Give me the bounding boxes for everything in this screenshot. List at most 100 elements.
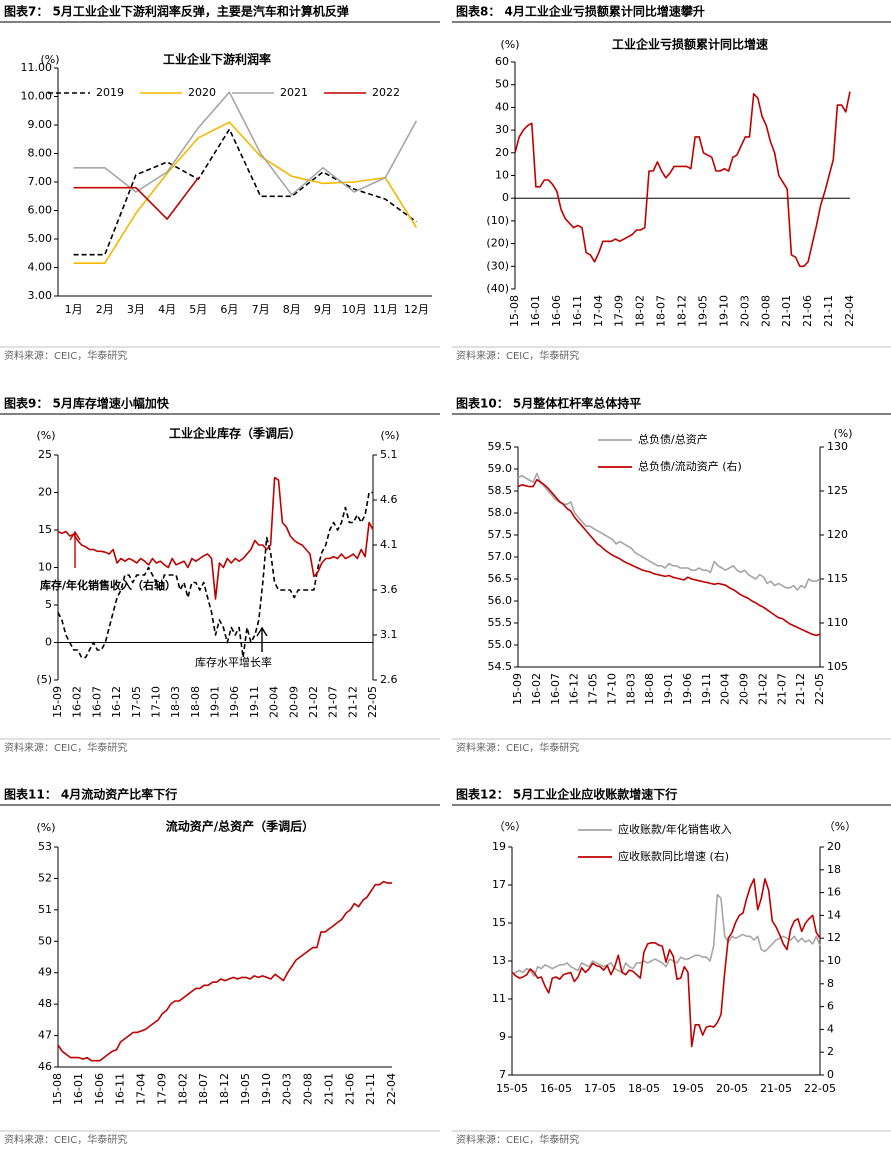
x-tick-label: 19-06: [681, 673, 694, 705]
series-line: [73, 121, 418, 264]
series-annotation: 库存/年化销售收入（右轴）: [40, 578, 176, 592]
x-tick-label: 22-04: [843, 295, 856, 327]
y2-tick-label: 5.1: [380, 448, 398, 461]
x-tick-label: 17-10: [605, 673, 618, 705]
x-tick-label: 21-01: [322, 1073, 335, 1105]
x-tick-label: 18-03: [624, 673, 637, 705]
figure-caption: 图表12： 5月工业企业应收账款增速下行: [456, 787, 677, 802]
y-axis-unit: （%）: [494, 820, 526, 833]
y2-tick-label: 110: [827, 616, 848, 629]
x-tick-label: 20-04: [268, 686, 281, 718]
y2-tick-label: 14: [827, 908, 841, 921]
x-tick-label: 21-05: [760, 1082, 792, 1095]
series-line: [57, 476, 374, 600]
legend-label: 2019: [96, 86, 124, 99]
y2-tick-label: 10: [827, 954, 841, 967]
x-tick-label: 18-02: [176, 1073, 189, 1105]
x-tick-label: 16-12: [568, 673, 581, 705]
figure-caption: 图表7： 5月工业企业下游利润率反弹，主要是汽车和计算机反弹: [4, 4, 349, 19]
x-tick-label: 20-09: [287, 686, 300, 718]
y-tick-label: 59.5: [488, 440, 513, 453]
y-tick-label: 51: [38, 903, 52, 916]
source-note: 资料来源：CEIC，华泰研究: [456, 349, 579, 362]
y-tick-label: (5): [36, 673, 52, 686]
y-tick-label: 11.00: [21, 61, 53, 74]
x-tick-label: 16-01: [72, 1073, 85, 1105]
source-note: 资料来源：CEIC，华泰研究: [4, 741, 127, 754]
x-tick-label: 21-12: [346, 686, 359, 718]
y2-tick-label: 125: [827, 484, 848, 497]
y-tick-label: 20: [38, 486, 52, 499]
y-tick-label: 8.00: [28, 147, 53, 160]
x-tick-label: 22-05: [804, 1082, 836, 1095]
x-tick-label: 17-09: [613, 295, 626, 327]
y-tick-label: 47: [38, 1029, 52, 1042]
series-line: [511, 893, 821, 977]
x-tick-label: 20-08: [302, 1073, 315, 1105]
series-line: [511, 878, 821, 1048]
x-tick-label: 20-03: [281, 1073, 294, 1105]
x-tick-label: 16-11: [571, 295, 584, 327]
source-note: 资料来源：CEIC，华泰研究: [456, 1133, 579, 1146]
x-tick-label: 19-10: [260, 1073, 273, 1105]
x-tick-label: 16-12: [110, 686, 123, 718]
x-tick-label: 20-04: [719, 673, 732, 705]
y-axis-unit: (%): [500, 38, 519, 51]
y-tick-label: 10.00: [21, 90, 53, 103]
x-tick-label: 16-05: [540, 1082, 572, 1095]
legend-label: 应收账款/年化销售收入: [618, 822, 732, 836]
x-tick-label: 17-10: [149, 686, 162, 718]
x-tick-label: 16-01: [529, 295, 542, 327]
y-tick-label: 4.00: [28, 261, 53, 274]
x-tick-label: 22-04: [385, 1073, 398, 1105]
series-line: [57, 491, 373, 659]
figure-caption: 图表8： 4月工业企业亏损额累计同比增速攀升: [456, 4, 705, 19]
y-tick-label: 48: [38, 997, 52, 1010]
x-tick-label: 16-07: [549, 673, 562, 705]
y-tick-label: 56.0: [488, 594, 513, 607]
y-tick-label: 55.0: [488, 638, 513, 651]
x-tick-label: 18-07: [197, 1073, 210, 1105]
x-tick-label: 19-05: [239, 1073, 252, 1105]
legend-label: 总负债/总资产: [638, 432, 708, 446]
y-tick-label: 54.5: [488, 660, 513, 673]
x-tick-label: 22-05: [813, 673, 826, 705]
y-tick-label: 15: [492, 916, 506, 929]
y-tick-label: 50: [38, 934, 52, 947]
legend-label: 应收账款同比增速 (右): [618, 849, 729, 863]
y2-tick-label: 18: [827, 863, 841, 876]
y-tick-label: 10: [495, 169, 509, 182]
series-line: [73, 177, 199, 220]
x-tick-label: 17-05: [584, 1082, 616, 1095]
y2-tick-label: 4.6: [380, 493, 398, 506]
figure-caption: 图表11： 4月流动资产比率下行: [4, 787, 177, 802]
x-tick-label: 21-02: [756, 673, 769, 705]
y-tick-label: (20): [486, 237, 509, 250]
y2-tick-label: 115: [827, 572, 848, 585]
y-axis-unit: (%): [36, 821, 55, 834]
y-tick-label: 40: [495, 100, 509, 113]
y2-tick-label: 130: [827, 440, 848, 453]
y-tick-label: 0: [45, 636, 52, 649]
x-tick-label: 19-05: [696, 295, 709, 327]
x-tick-label: 1月: [65, 303, 83, 316]
y-tick-label: 46: [38, 1060, 52, 1073]
x-tick-label: 18-07: [655, 295, 668, 327]
x-tick-label: 20-05: [716, 1082, 748, 1095]
y-tick-label: 3.00: [28, 289, 53, 302]
legend-label: 2020: [188, 86, 216, 99]
x-tick-label: 19-01: [209, 686, 222, 718]
x-tick-label: 17-04: [592, 295, 605, 327]
legend-label: 总负债/流动资产 (右): [638, 459, 742, 473]
x-tick-label: 6月: [220, 303, 238, 316]
y-tick-label: 25: [38, 448, 52, 461]
x-tick-label: 15-08: [51, 1073, 64, 1105]
y-tick-label: 10: [38, 561, 52, 574]
y2-tick-label: 120: [827, 528, 848, 541]
x-tick-label: 16-06: [93, 1073, 106, 1105]
x-tick-label: 15-08: [508, 295, 521, 327]
series-line: [517, 472, 821, 591]
y-tick-label: 15: [38, 523, 52, 536]
y2-tick-label: 105: [827, 660, 848, 673]
x-tick-label: 18-12: [218, 1073, 231, 1105]
